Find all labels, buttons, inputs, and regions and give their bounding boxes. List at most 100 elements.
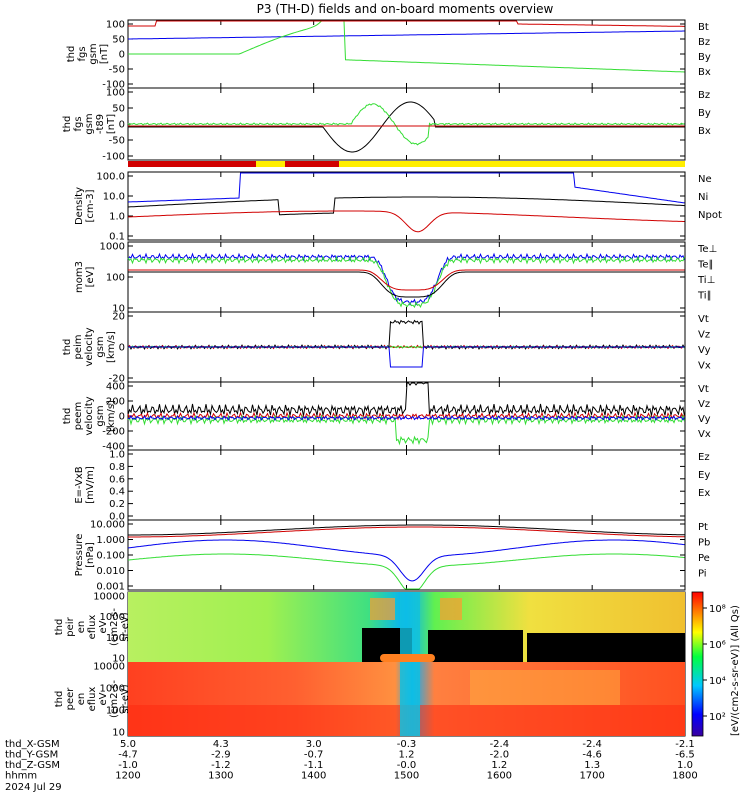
panel-peem: 400 200 0 -200 -400 thd peem velocity gsm [km/s] V…	[62, 381, 711, 453]
panel-peem-ylabel-line: gsm	[95, 405, 106, 426]
status-bar-yellow-1	[256, 161, 285, 167]
panel-peem-ylabel-line: thd	[62, 408, 73, 425]
panel-pressure-frame	[127, 519, 686, 591]
trace-fgs-by	[128, 20, 685, 73]
panel-pressure-ytick-label: 0.100	[96, 551, 125, 562]
colorbar-ticks: 10⁸ 10⁶ 10⁴ 10²	[703, 604, 726, 723]
ephemeris-value: -2.0	[490, 750, 510, 761]
legend-fgs-Bz: Bz	[698, 37, 710, 48]
ephemeris-value: -2.4	[582, 739, 602, 750]
date-label: 2024 Jul 29	[5, 782, 62, 793]
panel-fgs-ytick-label: -100	[102, 80, 125, 91]
panel-density-ylabel-line: [cm-3]	[85, 189, 96, 222]
panel-peir-ylabel-line: sr-eV)	[120, 612, 131, 641]
panel-peer-ylabel-line: sr-eV)	[120, 684, 131, 713]
panel-peer-ytick-label: 10000	[93, 662, 125, 673]
legend-fgs-t89-Bx: Bx	[698, 126, 711, 137]
panel-fgs-ytick-label: -50	[109, 65, 125, 76]
legend-temp-Te∥: Te∥	[697, 260, 714, 271]
panel-peem-ytick-label: 400	[106, 382, 125, 393]
panel-fgs-t89: 100 50 0 -50 -100 thd fgs gsm -t89 [nT] Bz By Bx	[62, 87, 711, 163]
ephemeris-value: -2.1	[675, 739, 695, 750]
trace-t89-bx	[127, 103, 685, 146]
panel-efield-ylabel-line: [mV/m]	[85, 466, 96, 504]
panel-pressure-ytick-label: 1.000	[96, 535, 125, 546]
status-bar-yellow-2	[339, 161, 685, 167]
ephemeris-value: 1700	[579, 771, 604, 782]
panel-density-ytick-label: 10.0	[103, 192, 125, 203]
peir-orange-blob	[370, 598, 395, 620]
panel-fgs-ytick-label: 100	[106, 20, 125, 31]
legend-density-Ne: Ne	[698, 174, 712, 185]
ephemeris-value: -0.7	[304, 750, 324, 761]
panel-peim-ylabel-line: velocity	[84, 327, 95, 366]
panel-pressure-ytick-label: 0.001	[96, 582, 125, 593]
trace-t89-bz	[128, 101, 685, 153]
panel-peir-ytick-label: 10	[112, 654, 125, 665]
trace-fgs-bz	[128, 20, 685, 27]
legend-fgs-By: By	[698, 52, 711, 63]
panel-fgs-t89-ylabel-line: thd	[62, 116, 73, 133]
panel-peer-ytick-label: 10	[112, 728, 125, 739]
panel-peim-ylabel-line: [km/s]	[106, 331, 117, 363]
trace-temp-tepar	[128, 271, 685, 298]
panel-fgs-t89-ytick-label: -100	[102, 152, 125, 163]
ephemeris-table: thd_X-GSM 5.0 4.3 3.0 -0.3 -2.4 -2.4 -2.1 thd_Y-…	[5, 739, 698, 782]
trace-fgs-bx	[128, 30, 685, 40]
legend-temp-Te⊥: Te⊥	[697, 244, 717, 255]
ephemeris-value: 1200	[115, 771, 140, 782]
legend-peem-Vy: Vy	[698, 414, 711, 425]
panel-peir-ytick-label: 100	[106, 633, 125, 644]
panel-peer-ytick-label: 1000	[100, 684, 125, 695]
panel-temp-ytick-label: 100	[106, 273, 125, 284]
panel-density-ytick-label: 0.1	[109, 232, 125, 243]
legend-fgs-t89-By: By	[698, 108, 711, 119]
legend-peim-Vt: Vt	[698, 314, 709, 325]
ephemeris-value: 1800	[672, 771, 697, 782]
panel-efield-ytick-label: 0.0	[109, 512, 125, 523]
peir-cyan-column	[400, 592, 420, 662]
colorbar-label: [eV/(cm2-s-sr-eV)] (All Qs)	[730, 605, 741, 736]
panel-fgs-t89-ytick-label: 50	[112, 104, 125, 115]
status-bar-red-2	[285, 161, 339, 167]
ephemeris-value: 4.3	[213, 739, 229, 750]
panel-peim-ytick-label: 20	[112, 312, 125, 323]
colorbar-tick-label: 10⁸	[709, 604, 726, 615]
panel-fgs-t89-ylabel-line: -t89	[95, 114, 106, 134]
panel-temp-ylabel-line: mom3	[74, 261, 85, 293]
panel-efield-ytick-label: 0.6	[109, 474, 125, 485]
panel-density-ylabel-line: Density	[74, 187, 85, 225]
trace-density-ne	[127, 210, 685, 233]
ephemeris-value: -0.0	[397, 760, 417, 771]
panel-peim-ytick-label: 0	[119, 343, 125, 354]
legend-fgs-t89-Bz: Bz	[698, 90, 710, 101]
legend-fgs-Bt: Bt	[698, 22, 709, 33]
panel-pressure: 10.000 1.000 0.100 0.010 0.001 Pressure [nPa] P…	[74, 519, 710, 593]
colorbar-tick-label: 10²	[709, 712, 726, 723]
trace-peim-vt	[127, 319, 685, 351]
peer-yellow-patch	[470, 670, 620, 705]
ephemeris-value: -1.2	[211, 760, 231, 771]
panel-fgs-t89-ytick-label: -50	[109, 136, 125, 147]
panel-peem-ytick-label: -400	[102, 442, 125, 453]
trace-density-npot	[127, 172, 685, 204]
ephemeris-value: -0.3	[397, 739, 417, 750]
panel-fgs-t89-ylabel-line: fgs	[73, 116, 84, 131]
ephemeris-value: -1.0	[118, 760, 138, 771]
panel-density: 100.0 10.0 1.0 0.1 Density [cm-3] Ne Ni Npot	[74, 171, 722, 243]
panel-fgs-ylabel-line: [nT]	[99, 44, 110, 64]
panel-efield-ytick-label: 0.4	[109, 487, 125, 498]
ephemeris-value: -1.1	[304, 760, 324, 771]
panel-peer-ylabel-line: eV	[98, 692, 109, 705]
legend-pressure-Pt: Pt	[698, 522, 708, 533]
legend-peem-Vz: Vz	[698, 399, 710, 410]
panel-fgs-t89-ytick-label: 100	[106, 88, 125, 99]
panel-peer-ylabel-line: en	[76, 693, 87, 706]
ephemeris-value: -6.5	[675, 750, 695, 761]
panel-peir-ytick-label: 10000	[93, 592, 125, 603]
ephemeris-value: 5.0	[120, 739, 136, 750]
trace-pressure-pe	[127, 553, 685, 590]
peir-spectrogram	[128, 592, 685, 662]
legend-peem-Vt: Vt	[698, 384, 709, 395]
panel-peir-ylabel-line: en	[76, 621, 87, 634]
